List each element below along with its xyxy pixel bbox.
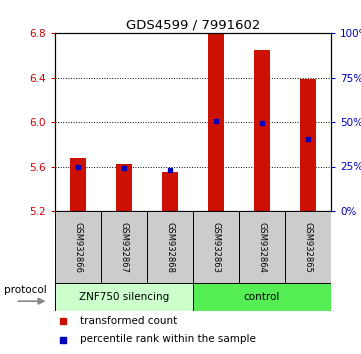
Text: GSM932866: GSM932866 [74, 222, 83, 273]
Text: ZNF750 silencing: ZNF750 silencing [79, 292, 169, 302]
Text: GSM932865: GSM932865 [304, 222, 313, 273]
Bar [193, 283, 331, 311]
Bar [55, 283, 193, 311]
Bar [285, 211, 331, 283]
Bar [162, 172, 178, 211]
Title: GDS4599 / 7991602: GDS4599 / 7991602 [126, 19, 260, 32]
Bar [116, 164, 132, 211]
Bar [193, 211, 239, 283]
Text: GSM932864: GSM932864 [257, 222, 266, 273]
Bar [254, 50, 270, 211]
Bar [300, 79, 316, 211]
Bar [70, 158, 86, 211]
Text: protocol: protocol [4, 285, 47, 295]
Bar [239, 211, 285, 283]
Text: GSM932867: GSM932867 [119, 222, 129, 273]
Bar [101, 211, 147, 283]
Bar [208, 33, 224, 211]
Text: transformed count: transformed count [80, 315, 177, 325]
Bar [55, 211, 101, 283]
Text: GSM932868: GSM932868 [165, 222, 174, 273]
Text: GSM932863: GSM932863 [212, 222, 221, 273]
Bar [147, 211, 193, 283]
Text: percentile rank within the sample: percentile rank within the sample [80, 335, 256, 344]
Text: control: control [244, 292, 280, 302]
